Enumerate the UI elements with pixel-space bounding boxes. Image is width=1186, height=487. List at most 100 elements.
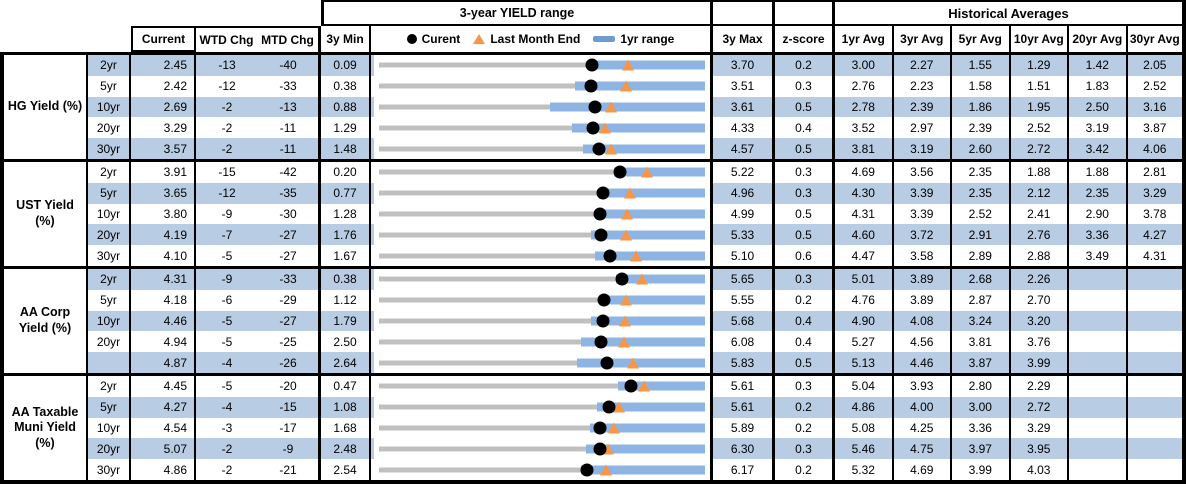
tenor-cell: 10yr [88, 96, 131, 118]
last-month-end-marker [641, 166, 654, 178]
3y-min-cell: 1.12 [321, 289, 371, 311]
last-month-end-marker [617, 336, 630, 348]
30yr-avg-cell: 2.81 [1128, 161, 1186, 183]
range-chart-cell [371, 96, 713, 118]
column-header-3y-max: 3y Max [713, 26, 775, 52]
range-chart-plot [374, 396, 710, 418]
range-chart-plot [374, 138, 710, 159]
tenor-cell: 20yr [88, 331, 131, 353]
10yr-avg-cell: 2.76 [1010, 224, 1069, 246]
1yr-range-bar [587, 60, 705, 70]
3y-range-line [379, 383, 705, 389]
current-yield-cell: 4.87 [131, 352, 196, 373]
range-chart-plot [374, 375, 710, 397]
range-chart-cell [371, 375, 713, 397]
1yr-avg-cell: 4.31 [835, 203, 894, 225]
mtd-chg-cell: -13 [258, 96, 321, 118]
3y-max-cell: 5.55 [713, 289, 775, 311]
1yr-avg-cell: 3.52 [835, 117, 894, 139]
3y-min-cell: 1.76 [321, 224, 371, 246]
3yr-avg-cell: 4.56 [894, 331, 952, 353]
current-marker [594, 228, 608, 242]
20yr-avg-cell: 3.42 [1069, 138, 1128, 159]
z-score-cell: 0.3 [775, 438, 835, 460]
3yr-avg-cell: 3.89 [893, 268, 952, 290]
1yr-avg-cell: 3.81 [835, 138, 894, 159]
20yr-avg-cell [1069, 289, 1128, 311]
table-row: 4.87 -4 -26 2.64 5.83 0.5 5.13 4.46 3.87 3.99 [88, 352, 1186, 373]
tenor-cell: 30yr [88, 138, 131, 159]
table-row: 10yr 3.80 -9 -30 1.28 4.99 0.5 4.31 3.39 2.52 2.41… [88, 203, 1186, 225]
30yr-avg-cell: 4.06 [1127, 138, 1186, 159]
mtd-chg-cell: -27 [258, 224, 321, 246]
current-yield-cell: 4.10 [131, 245, 196, 266]
3y-max-cell: 3.70 [713, 55, 775, 76]
3y-range-line [379, 425, 705, 431]
current-yield-cell: 3.29 [131, 117, 196, 139]
mtd-chg-cell: -17 [258, 417, 321, 439]
10yr-avg-cell: 2.52 [1011, 117, 1069, 139]
current-marker [596, 314, 610, 328]
3y-min-cell: 0.09 [321, 55, 371, 76]
current-marker [602, 400, 616, 414]
3yr-avg-cell: 4.46 [893, 352, 952, 373]
1yr-avg-cell: 2.76 [835, 75, 894, 97]
1yr-range-bar [599, 295, 705, 305]
1yr-range-bar [590, 230, 705, 240]
section-aa-corp-yield-: AA Corp Yield (%) 2yr 4.31 -9 -33 0.38 5.65 0.3… [0, 268, 1186, 376]
tenor-cell: 30yr [88, 245, 131, 266]
3y-min-cell: 1.08 [321, 396, 371, 418]
legend-current-label: Curent [421, 32, 461, 46]
5yr-avg-cell: 2.89 [952, 245, 1011, 266]
header-spacer [0, 0, 321, 26]
30yr-avg-cell [1128, 459, 1186, 480]
3y-max-cell: 5.65 [713, 268, 775, 290]
section-label: AA Corp Yield (%) [0, 268, 88, 373]
current-marker [615, 272, 629, 286]
table-row: 2yr 4.45 -5 -20 0.47 5.61 0.3 5.04 3.93 2.80 2.29 [88, 375, 1186, 397]
range-chart-cell [371, 161, 713, 183]
table-row: 20yr 4.19 -7 -27 1.76 5.33 0.5 4.60 3.72 2.91 2.76… [88, 224, 1186, 246]
10yr-avg-cell: 2.26 [1010, 268, 1069, 290]
tenor-cell: 5yr [88, 289, 131, 311]
z-score-cell: 0.4 [775, 310, 835, 332]
3y-max-cell: 6.08 [713, 331, 775, 353]
z-score-cell: 0.3 [775, 75, 835, 97]
legend-last-month-end: Last Month End [473, 32, 580, 46]
1yr-avg-cell: 2.78 [835, 96, 894, 118]
tenor-cell: 5yr [88, 396, 131, 418]
3y-range-line [379, 190, 705, 196]
3y-max-cell: 5.33 [713, 224, 775, 246]
30yr-avg-cell [1128, 331, 1186, 353]
table-row: 5yr 2.42 -12 -33 0.38 3.51 0.3 2.76 2.23 1.58 1.51… [88, 75, 1186, 97]
20yr-avg-cell: 1.88 [1069, 161, 1128, 183]
3y-min-cell: 0.88 [321, 96, 371, 118]
1yr-range-bar [572, 123, 705, 133]
table-row: 5yr 4.18 -6 -29 1.12 5.55 0.2 4.76 3.89 2.87 2.70 [88, 289, 1186, 311]
section-rows: 2yr 4.31 -9 -33 0.38 5.65 0.3 5.01 3.89 2.68 2.26 5… [88, 268, 1186, 373]
section-ust-yield-: UST Yield (%) 2yr 3.91 -15 -42 0.20 5.22 0.3 4.6… [0, 161, 1186, 269]
tenor-cell: 2yr [88, 268, 131, 290]
header-spacer-left [0, 26, 131, 52]
tenor-cell: 2yr [88, 55, 131, 76]
1yr-range-bar [582, 144, 705, 154]
3y-max-cell: 3.51 [713, 75, 775, 97]
20yr-avg-cell: 3.36 [1069, 224, 1128, 246]
1yr-avg-cell: 5.27 [835, 331, 894, 353]
20yr-avg-cell [1069, 331, 1128, 353]
10yr-avg-cell: 2.29 [1011, 375, 1069, 397]
5yr-avg-cell: 1.58 [952, 75, 1011, 97]
1yr-avg-cell: 3.00 [835, 55, 894, 76]
tenor-cell [88, 352, 131, 373]
wtd-chg-cell: -4 [196, 352, 258, 373]
20yr-avg-cell: 2.35 [1069, 182, 1128, 204]
range-chart-plot [374, 55, 710, 76]
current-yield-cell: 4.18 [131, 289, 196, 311]
wtd-chg-cell: -4 [196, 396, 258, 418]
tenor-cell: 10yr [88, 417, 131, 439]
last-month-end-marker [619, 315, 632, 327]
10yr-avg-cell: 3.76 [1011, 331, 1069, 353]
current-yield-cell: 4.54 [131, 417, 196, 439]
z-score-cell: 0.3 [775, 375, 835, 397]
yield-range-group-header: 3-year YIELD range [321, 0, 713, 26]
